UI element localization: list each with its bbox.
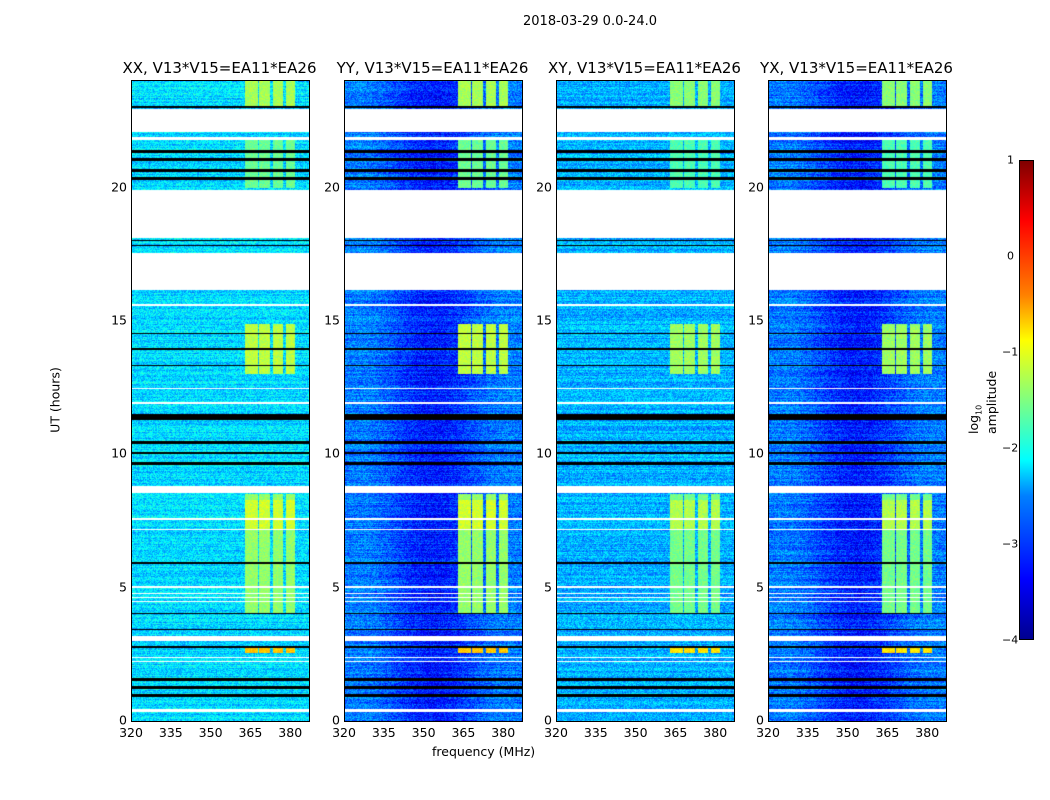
x-tick-label: 320 — [756, 725, 780, 740]
panel-title: XY, V13*V15=EA11*EA26 — [548, 59, 741, 77]
x-tick-label: 350 — [623, 725, 648, 740]
x-tick-label: 320 — [332, 725, 356, 740]
y-tick-label: 5 — [544, 579, 552, 595]
x-tick-label: 380 — [491, 725, 516, 740]
x-axis-label: frequency (MHz) — [432, 744, 536, 759]
y-tick-label: 0 — [756, 712, 764, 728]
y-tick-label: 20 — [324, 179, 340, 195]
y-tick-label: 5 — [756, 579, 764, 595]
y-tick-label: 5 — [332, 579, 340, 595]
x-tick-label: 335 — [158, 725, 183, 740]
x-tick-label: 335 — [371, 725, 396, 740]
x-tick-label: 380 — [278, 725, 303, 740]
x-tick-label: 320 — [544, 725, 568, 740]
colorbar-tick-label: −3 — [1002, 537, 1019, 551]
colorbar-label: log10 amplitude — [965, 370, 999, 434]
y-tick-label: 15 — [324, 312, 340, 328]
x-tick-label: 350 — [198, 725, 223, 740]
x-tick-label: 365 — [663, 725, 688, 740]
y-tick-label: 15 — [748, 312, 764, 328]
x-tick-label: 380 — [915, 725, 940, 740]
y-tick-label: 15 — [111, 312, 127, 328]
y-tick-label: 0 — [544, 712, 552, 728]
y-axis-label: UT (hours) — [47, 367, 63, 433]
colorbar-tick-label: −4 — [1002, 633, 1019, 647]
y-tick-label: 10 — [536, 445, 552, 461]
colorbar-tick-label: −1 — [1002, 345, 1019, 359]
heatmap-panel-xy — [556, 80, 735, 722]
y-tick-label: 15 — [536, 312, 552, 328]
panel-title: YX, V13*V15=EA11*EA26 — [760, 59, 953, 77]
x-tick-label: 365 — [451, 725, 476, 740]
colorbar-tick-label: −2 — [1002, 441, 1019, 455]
y-tick-label: 5 — [119, 579, 127, 595]
y-tick-label: 0 — [332, 712, 340, 728]
y-tick-label: 20 — [536, 179, 552, 195]
panel-title: YY, V13*V15=EA11*EA26 — [336, 59, 529, 77]
y-tick-label: 10 — [111, 445, 127, 461]
y-tick-label: 20 — [748, 179, 764, 195]
x-tick-label: 335 — [795, 725, 820, 740]
colorbar-tick-label: 1 — [1007, 153, 1014, 167]
heatmap-panel-yx — [768, 80, 947, 722]
panel-title: XX, V13*V15=EA11*EA26 — [122, 59, 317, 77]
x-tick-label: 350 — [411, 725, 436, 740]
y-tick-label: 10 — [324, 445, 340, 461]
heatmap-panel-yy — [344, 80, 523, 722]
x-tick-label: 350 — [835, 725, 860, 740]
x-tick-label: 320 — [119, 725, 143, 740]
colorbar — [1019, 160, 1034, 640]
x-tick-label: 380 — [703, 725, 728, 740]
figure-title: 2018-03-29 0.0-24.0 — [523, 14, 657, 29]
y-tick-label: 10 — [748, 445, 764, 461]
x-tick-label: 365 — [238, 725, 263, 740]
heatmap-panel-xx — [131, 80, 310, 722]
y-tick-label: 20 — [111, 179, 127, 195]
y-tick-label: 0 — [119, 712, 127, 728]
colorbar-tick-label: 0 — [1007, 249, 1014, 263]
x-tick-label: 365 — [875, 725, 900, 740]
x-tick-label: 335 — [583, 725, 608, 740]
